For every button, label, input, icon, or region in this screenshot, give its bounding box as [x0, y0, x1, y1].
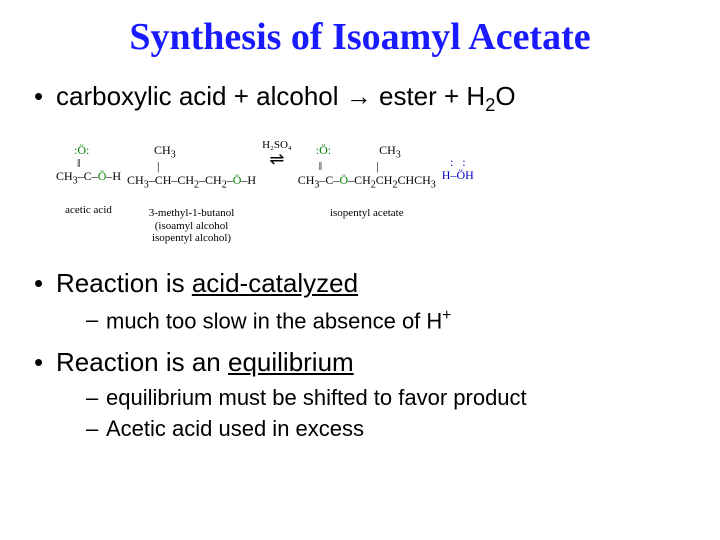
b2-emph: acid-catalyzed	[192, 268, 358, 298]
b1-sub: 2	[485, 95, 495, 115]
r1-l3a: CH	[56, 169, 73, 183]
p1-l3d: –CH	[348, 173, 371, 187]
p1-l3a: CH	[298, 173, 315, 187]
b1-suffix1: ester + H	[372, 81, 485, 111]
p1-l3f: CHCH	[397, 173, 430, 187]
mol-isopentyl-acetate: :Ö: CH3 ‖ | CH3–C–Ö–CH2CH2CHCH3 isopenty…	[298, 131, 436, 220]
b3-emph: equilibrium	[228, 347, 354, 377]
b1-arrow: →	[346, 81, 372, 111]
mol-isoamyl-alcohol: CH3 | CH3–CH–CH2–CH2–Ö–H 3-methyl-1-buta…	[127, 131, 256, 245]
r1-l1a	[56, 143, 74, 157]
r2-l3f: –H	[241, 173, 256, 187]
p1-l1a	[298, 143, 316, 157]
r2-l3a: CH	[127, 173, 144, 187]
label-isopentyl-acetate: isopentyl acetate	[330, 207, 404, 220]
r2-l3c: –CH	[199, 173, 222, 187]
p1-l1b: :Ö:	[316, 143, 331, 157]
reaction-diagram: :Ö: ‖ CH3–C–Ö–H acetic acid CH3 | CH3–CH…	[56, 131, 690, 245]
p1-l3c: Ö	[339, 173, 348, 187]
bullet-equilibrium: Reaction is an equilibrium equilibrium m…	[30, 346, 690, 444]
r1-l3b: –C–	[78, 169, 98, 183]
bullet-general-equation: carboxylic acid + alcohol → ester + H2O	[30, 80, 690, 117]
p1-l1c: CH	[331, 143, 396, 157]
p1-l3e: CH	[376, 173, 393, 187]
b2-prefix: Reaction is	[56, 268, 192, 298]
label-isoamyl-alcohol: 3-methyl-1-butanol (isoamyl alcohol isop…	[149, 207, 235, 245]
p1-l1sub: 3	[396, 149, 401, 160]
b1-prefix: carboxylic acid + alcohol	[56, 81, 346, 111]
bullet-acid-catalyzed: Reaction is acid-catalyzed much too slow…	[30, 267, 690, 335]
sub-b3-2: Acetic acid used in excess	[86, 415, 690, 444]
b2s1-prefix: much too slow in the absence of H	[106, 308, 442, 333]
p1-l3s4: 3	[431, 179, 436, 190]
mol-acetic-acid: :Ö: ‖ CH3–C–Ö–H acetic acid	[56, 131, 121, 217]
label-acetic-acid: acetic acid	[65, 204, 112, 217]
r1-l2: ‖	[56, 156, 80, 170]
r1-l3d: –H	[106, 169, 121, 183]
r2-l1sub: 3	[171, 149, 176, 160]
p2-lb: Ö	[456, 168, 465, 182]
p1-l2: ‖ |	[298, 159, 379, 173]
r2-l3b: –CH–CH	[149, 173, 194, 187]
b3-prefix: Reaction is an	[56, 347, 228, 377]
b1-suffix2: O	[495, 81, 515, 111]
sub-b2-1: much too slow in the absence of H+	[86, 306, 690, 336]
equilibrium-arrow: H₂SO₄ ⇌	[262, 131, 292, 170]
p2-la: H–	[442, 168, 457, 182]
r2-l2: |	[127, 159, 159, 173]
slide-title: Synthesis of Isoamyl Acetate	[30, 18, 690, 58]
p2-lc: H	[465, 168, 474, 182]
p1-l3b: –C–	[319, 173, 339, 187]
b2s1-sup: +	[442, 307, 451, 324]
mol-water: : : H–ÖH	[442, 131, 474, 196]
equilibrium-glyph: ⇌	[269, 149, 284, 170]
r1-l1b: :Ö:	[74, 143, 89, 157]
sub-b3-1: equilibrium must be shifted to favor pro…	[86, 384, 690, 413]
r2-l1a: CH	[127, 143, 171, 157]
p2-dots: : :	[450, 155, 466, 169]
